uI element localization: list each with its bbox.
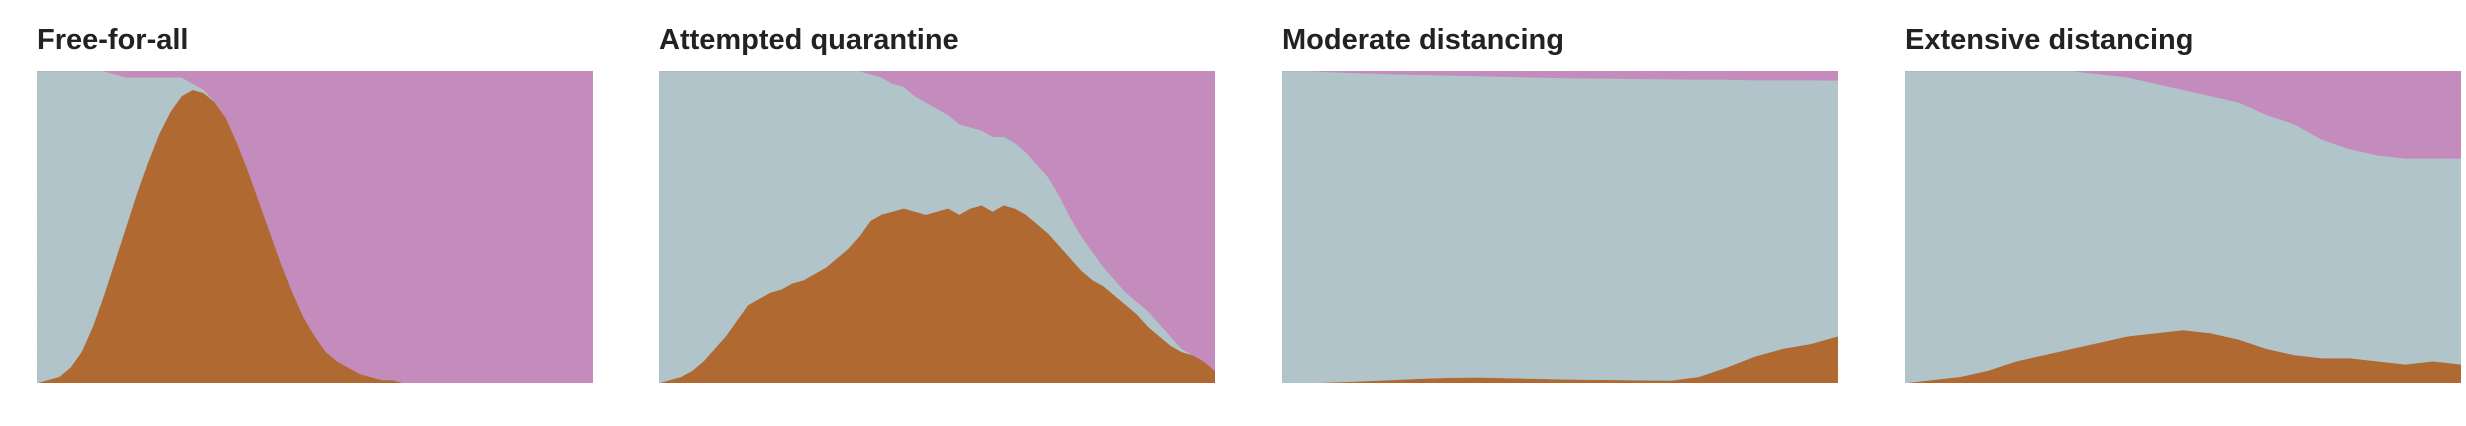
chart-title: Moderate distancing (1282, 24, 1564, 56)
stacked-area-chart (1282, 71, 1838, 383)
area-series-recovered (1282, 71, 1838, 81)
area-series-recovered (37, 71, 593, 383)
stacked-area-chart (37, 71, 593, 383)
stacked-area-chart (659, 71, 1215, 383)
area-series-recovered (1905, 71, 2461, 159)
chart-title: Extensive distancing (1905, 24, 2194, 56)
chart-panel-free-for-all: Free-for-all (37, 0, 593, 426)
chart-panel-moderate-distancing: Moderate distancing (1282, 0, 1838, 426)
area-series-susceptible (1282, 71, 1838, 383)
stacked-area-chart (1905, 71, 2461, 383)
chart-title: Attempted quarantine (659, 24, 959, 56)
chart-panel-extensive-distancing: Extensive distancing (1905, 0, 2461, 426)
chart-title: Free-for-all (37, 24, 189, 56)
area-series-recovered (659, 71, 1215, 371)
chart-panel-attempted-quarantine: Attempted quarantine (659, 0, 1215, 426)
